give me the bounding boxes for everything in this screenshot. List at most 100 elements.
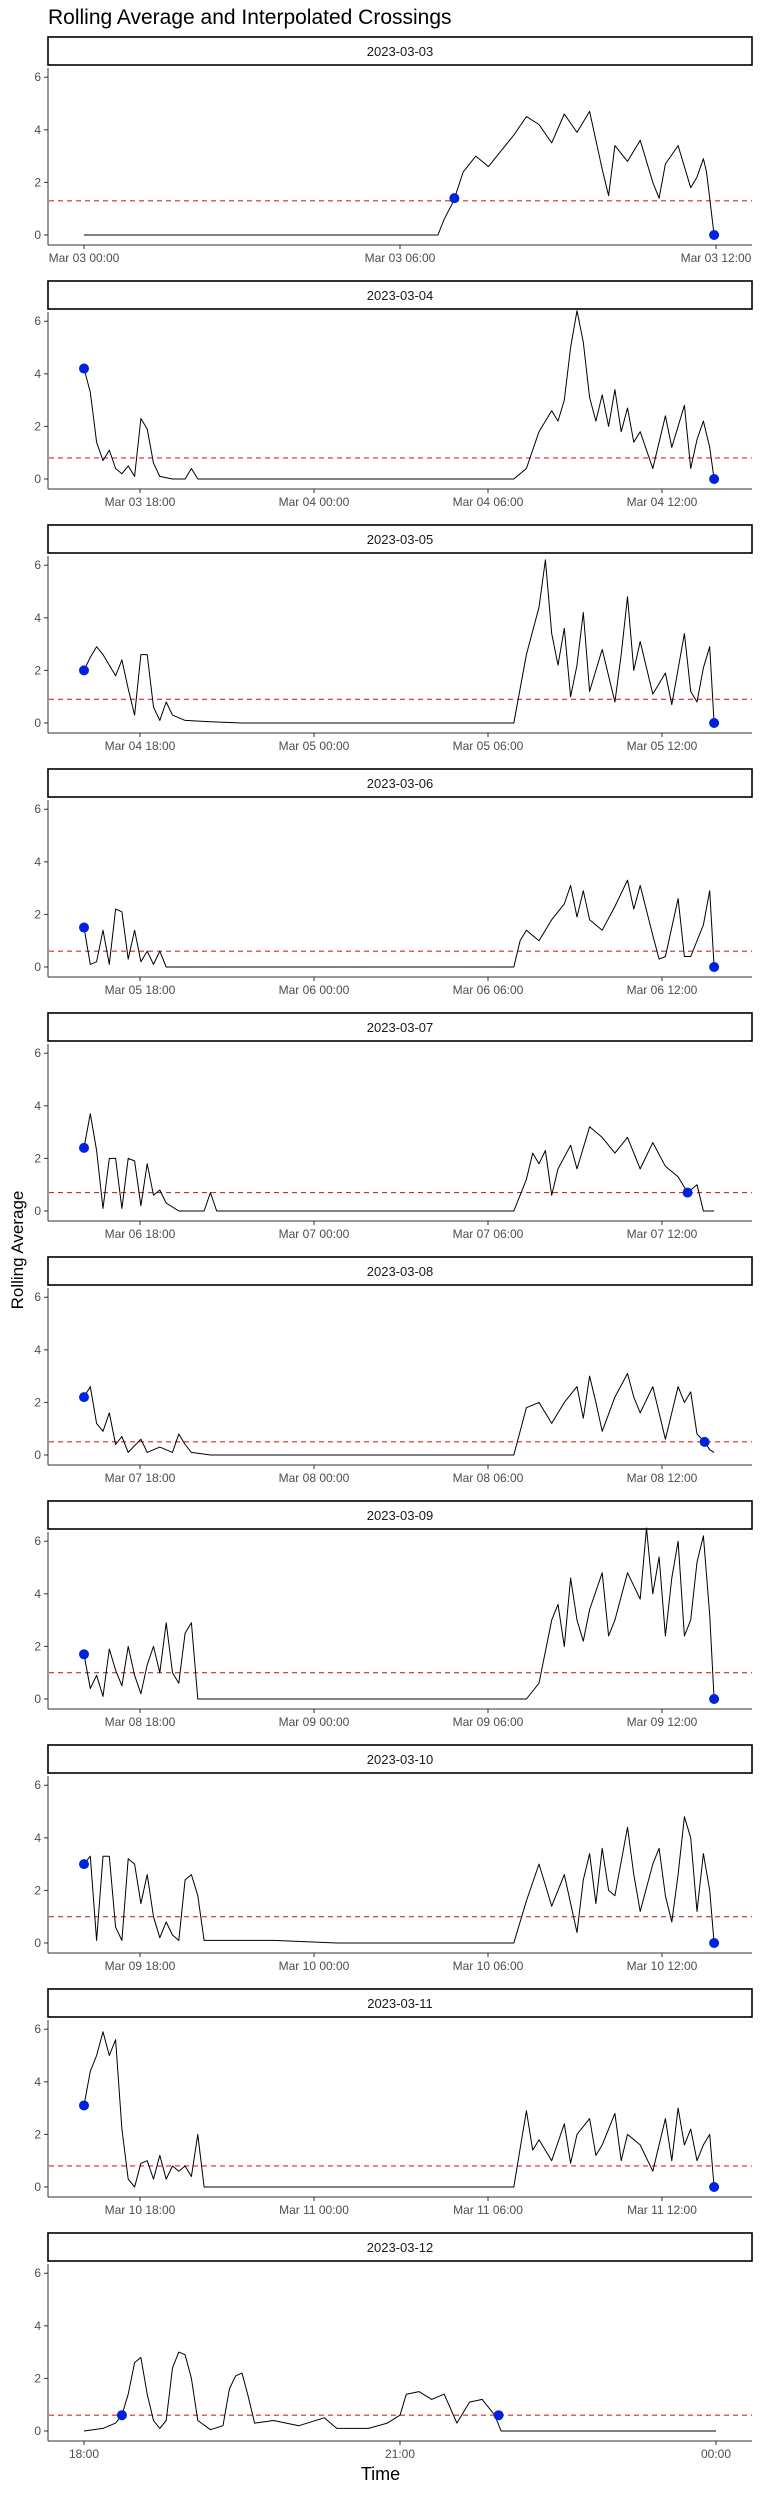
- y-tick-label: 6: [34, 1534, 41, 1548]
- x-tick-label: Mar 06 06:00: [453, 983, 524, 997]
- y-tick-label: 4: [34, 1099, 41, 1113]
- facet-strip-label: 2023-03-05: [367, 532, 434, 547]
- facet-strip-label: 2023-03-09: [367, 1508, 434, 1523]
- y-tick-label: 0: [34, 1204, 41, 1218]
- y-tick-label: 6: [34, 558, 41, 572]
- facet-panel: 2023-03-10 0 2 4 6 Mar 09 18:00 Mar 10 00:00 Ma…: [34, 1744, 753, 1973]
- crossing-point: [709, 1694, 720, 1704]
- y-tick-label: 0: [34, 1936, 41, 1950]
- crossing-point: [79, 363, 89, 374]
- x-tick-label: Mar 03 06:00: [365, 251, 436, 265]
- crossing-point: [116, 2410, 127, 2421]
- y-tick-label: 2: [34, 2371, 41, 2385]
- x-tick-label: Mar 09 00:00: [279, 1715, 350, 1729]
- rolling-average-line: [83, 1373, 715, 1456]
- crossing-point: [449, 193, 460, 204]
- facet-panel: 2023-03-11 0 2 4 6 Mar 10 18:00 Mar 11 00:00 Ma…: [34, 1988, 753, 2217]
- x-tick-label: Mar 04 06:00: [453, 495, 524, 509]
- x-tick-label: Mar 05 12:00: [627, 739, 698, 753]
- y-tick-label: 4: [34, 855, 41, 869]
- x-tick-label: Mar 04 00:00: [279, 495, 350, 509]
- y-tick-label: 4: [34, 1343, 41, 1357]
- facet-strip-label: 2023-03-12: [367, 2240, 434, 2255]
- y-tick-label: 2: [34, 1639, 41, 1653]
- crossing-point: [709, 718, 720, 728]
- facet-strip: [47, 280, 753, 310]
- y-tick-label: 2: [34, 2127, 41, 2141]
- y-tick-label: 0: [34, 2180, 41, 2194]
- x-tick-label: Mar 08 18:00: [105, 1715, 176, 1729]
- facet-panel: 2023-03-07 0 2 4 6 Mar 06 18:00 Mar 07 00:00 Ma…: [34, 1012, 753, 1241]
- crossing-point: [79, 2100, 89, 2111]
- crossing-point: [79, 1859, 89, 1870]
- y-tick-label: 4: [34, 2319, 41, 2333]
- y-tick-label: 2: [34, 663, 41, 677]
- crossing-point: [79, 1649, 89, 1660]
- facet-panel: 2023-03-05 0 2 4 6 Mar 04 18:00 Mar 05 00:00 Ma…: [34, 524, 753, 753]
- y-tick-label: 0: [34, 2424, 41, 2438]
- x-tick-label: Mar 10 18:00: [105, 2203, 176, 2217]
- y-tick-label: 4: [34, 611, 41, 625]
- y-tick-label: 4: [34, 2075, 41, 2089]
- crossing-point: [682, 1187, 693, 1198]
- x-tick-label: Mar 05 18:00: [105, 983, 176, 997]
- crossing-point: [79, 1392, 89, 1403]
- facet-strip-label: 2023-03-03: [367, 44, 434, 59]
- y-tick-label: 4: [34, 367, 41, 381]
- facet-strip-label: 2023-03-10: [367, 1752, 434, 1767]
- crossing-point: [79, 922, 89, 933]
- x-tick-label: 18:00: [69, 2447, 99, 2461]
- facet-strip: [47, 524, 753, 554]
- y-tick-label: 6: [34, 1046, 41, 1060]
- facet-strip: [47, 1500, 753, 1530]
- crossing-point: [709, 2182, 720, 2192]
- rolling-average-line: [83, 2351, 716, 2432]
- y-tick-label: 0: [34, 228, 41, 242]
- x-tick-label: 21:00: [385, 2447, 415, 2461]
- x-tick-label: Mar 09 12:00: [627, 1715, 698, 1729]
- rolling-average-line: [83, 310, 715, 480]
- facet-strip: [47, 1012, 753, 1042]
- x-tick-label: Mar 05 06:00: [453, 739, 524, 753]
- facet-panel: 2023-03-12 0 2 4 6 18:00 21:00 00:00: [34, 2232, 753, 2461]
- crossing-point: [709, 1938, 720, 1948]
- crossing-point: [493, 2410, 504, 2421]
- facet-panel: 2023-03-08 0 2 4 6 Mar 07 18:00 Mar 08 00:00 Ma…: [34, 1256, 753, 1485]
- rolling-average-line: [83, 879, 715, 968]
- y-tick-label: 4: [34, 123, 41, 137]
- x-tick-label: Mar 10 12:00: [627, 1959, 698, 1973]
- crossing-point: [79, 665, 89, 676]
- rolling-average-line: [83, 1527, 715, 1700]
- x-tick-label: Mar 09 06:00: [453, 1715, 524, 1729]
- y-tick-label: 6: [34, 2266, 41, 2280]
- y-tick-label: 6: [34, 2022, 41, 2036]
- x-tick-label: Mar 10 06:00: [453, 1959, 524, 1973]
- y-tick-label: 2: [34, 175, 41, 189]
- y-tick-label: 4: [34, 1831, 41, 1845]
- y-tick-label: 2: [34, 907, 41, 921]
- y-tick-label: 0: [34, 472, 41, 486]
- x-tick-label: Mar 06 00:00: [279, 983, 350, 997]
- y-tick-label: 2: [34, 419, 41, 433]
- x-tick-label: Mar 07 06:00: [453, 1227, 524, 1241]
- facet-strip-label: 2023-03-04: [367, 288, 434, 303]
- rolling-average-line: [83, 559, 715, 724]
- facet-panel: 2023-03-09 0 2 4 6 Mar 08 18:00 Mar 09 00:00 Ma…: [34, 1500, 753, 1729]
- x-tick-label: Mar 11 00:00: [279, 2203, 349, 2217]
- crossing-point: [79, 1142, 89, 1153]
- y-tick-label: 6: [34, 802, 41, 816]
- rolling-average-line: [84, 110, 715, 236]
- y-tick-label: 0: [34, 960, 41, 974]
- facet-panel: 2023-03-06 0 2 4 6 Mar 05 18:00 Mar 06 00:00 Ma…: [34, 768, 753, 997]
- facet-panel: 2023-03-04 0 2 4 6 Mar 03 18:00 Mar 04 00:00 Ma…: [34, 280, 753, 509]
- facet-strip: [47, 2232, 753, 2262]
- x-tick-label: Mar 08 12:00: [627, 1471, 698, 1485]
- y-tick-label: 6: [34, 70, 41, 84]
- x-tick-label: Mar 09 18:00: [105, 1959, 176, 1973]
- x-tick-label: Mar 11 06:00: [453, 2203, 523, 2217]
- x-tick-label: Mar 05 00:00: [279, 739, 350, 753]
- x-tick-label: Mar 08 06:00: [453, 1471, 524, 1485]
- y-tick-label: 2: [34, 1395, 41, 1409]
- facet-strip: [47, 1988, 753, 2018]
